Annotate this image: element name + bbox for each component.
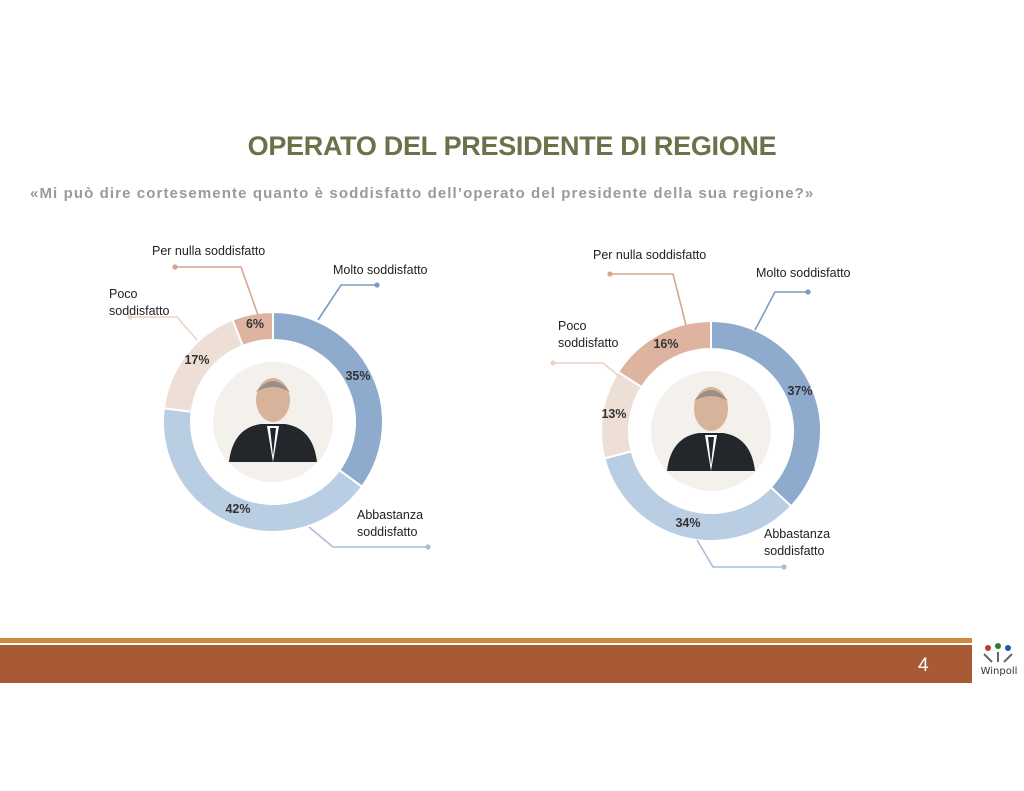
callout-dot-molto — [374, 282, 380, 288]
donut-charts: 35% 42% 17% 6% Molto soddisfatto Abbastanza so… — [109, 244, 851, 570]
question-subtitle: «Mi può dire cortesemente quanto è soddi… — [30, 185, 815, 202]
footer-accent-line — [0, 638, 972, 643]
value-label-molto: 37% — [787, 384, 812, 398]
footer-bar — [0, 645, 972, 683]
category-label-molto: Molto soddisfatto — [333, 263, 428, 277]
callout-line-molto — [754, 291, 808, 331]
value-label-abbastanza: 34% — [675, 516, 700, 530]
value-label-poco: 17% — [184, 353, 209, 367]
winpoll-logo: Winpoll — [981, 643, 1018, 677]
category-label-per-nulla: Per nulla soddisfatto — [152, 244, 265, 258]
callout-line-poco — [553, 362, 621, 378]
slice-per-nulla — [231, 310, 274, 348]
callout-dot-abbastanza — [781, 564, 787, 570]
value-label-per-nulla: 6% — [246, 317, 264, 331]
callout-dot-per-nulla — [172, 264, 178, 270]
value-label-molto: 35% — [345, 369, 370, 383]
callout-dot-abbastanza — [425, 544, 431, 550]
president-portrait — [651, 371, 771, 491]
logo-text: Winpoll — [981, 666, 1018, 677]
category-label-poco: Poco soddisfatto — [109, 287, 170, 318]
category-label-molto: Molto soddisfatto — [756, 266, 851, 280]
category-label-abbastanza: Abbastanza soddisfatto — [764, 527, 830, 558]
callout-line-abbastanza — [696, 539, 784, 568]
category-label-per-nulla: Per nulla soddisfatto — [593, 248, 706, 262]
value-label-per-nulla: 16% — [653, 337, 678, 351]
donut-chart-2: 37% 34% 13% 16% Molto soddisfatto Abbastanza s… — [550, 248, 851, 570]
callout-line-poco — [130, 316, 198, 341]
slice-abbastanza — [162, 407, 364, 533]
callout-dot-molto — [805, 289, 811, 295]
callout-dot-per-nulla — [607, 271, 613, 277]
callout-line-abbastanza — [308, 526, 428, 548]
callout-line-per-nulla — [610, 273, 687, 326]
page-title: OPERATO DEL PRESIDENTE DI REGIONE — [247, 131, 777, 161]
callout-line-per-nulla — [175, 266, 259, 316]
category-label-abbastanza: Abbastanza soddisfatto — [357, 508, 423, 539]
value-label-poco: 13% — [601, 407, 626, 421]
president-portrait — [213, 362, 333, 482]
callout-dot-poco — [127, 314, 133, 320]
value-label-abbastanza: 42% — [225, 502, 250, 516]
slice-per-nulla — [616, 319, 712, 389]
page-number: 4 — [918, 655, 929, 676]
callout-dot-poco — [550, 360, 556, 366]
donut-chart-1: 35% 42% 17% 6% Molto soddisfatto Abbastanza so… — [109, 244, 431, 550]
category-label-poco: Poco soddisfatto — [558, 319, 619, 350]
callout-line-molto — [317, 284, 377, 321]
